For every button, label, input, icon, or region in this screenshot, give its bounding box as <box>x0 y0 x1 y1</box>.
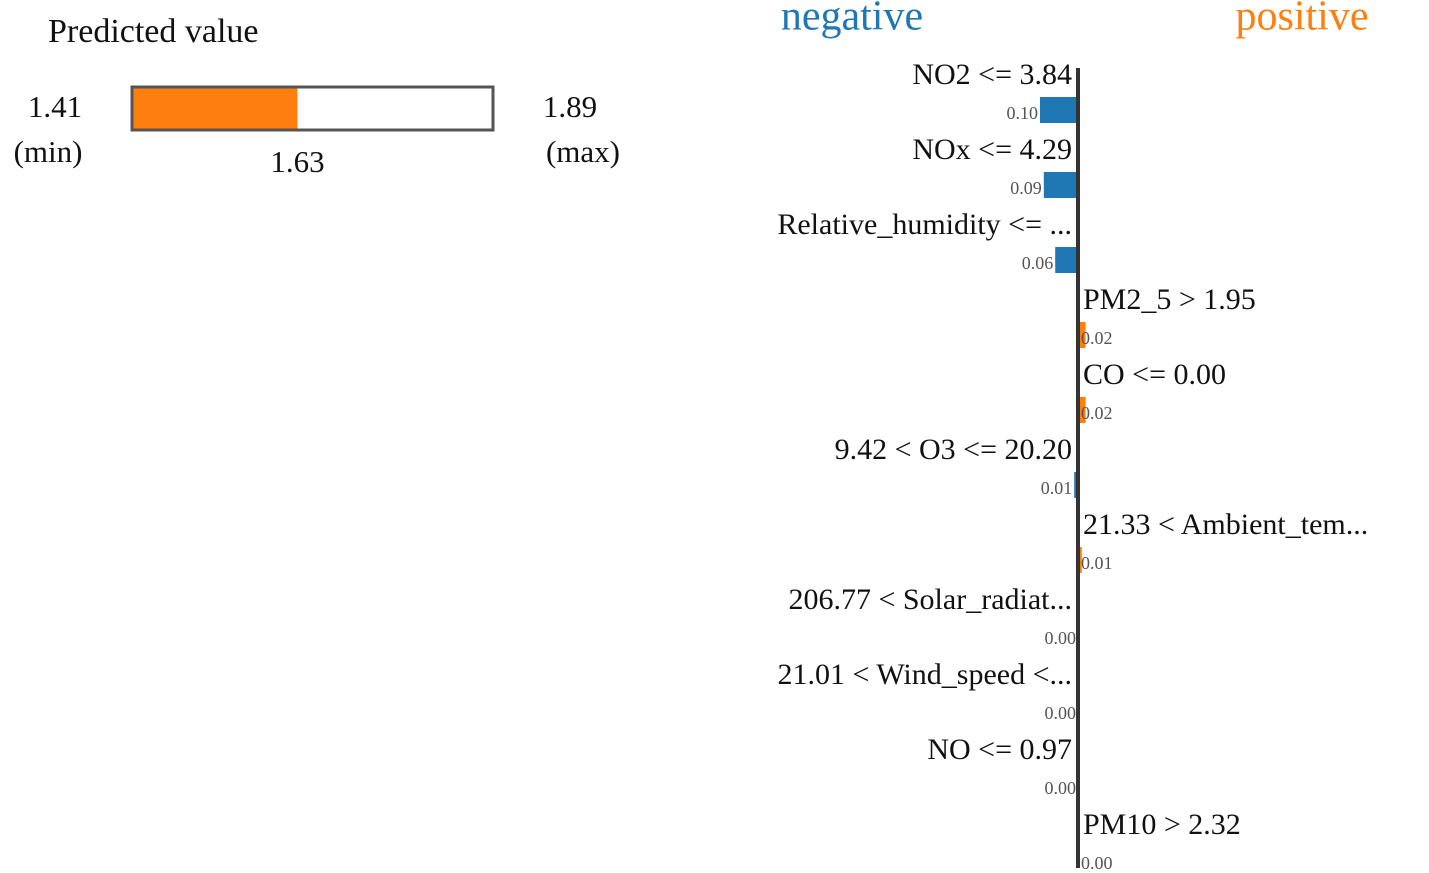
weight-label: 0.01 <box>1081 553 1113 573</box>
feature-label: NOx <= 4.29 <box>912 133 1072 166</box>
weight-label: 0.09 <box>1010 178 1042 198</box>
max-label: (max) <box>546 134 620 169</box>
feature-label: 9.42 < O3 <= 20.20 <box>835 433 1072 466</box>
weight-label: 0.00 <box>1045 628 1077 648</box>
weight-label: 0.00 <box>1045 703 1077 723</box>
feature-label: PM10 > 2.32 <box>1083 808 1241 841</box>
positive-header: positive <box>1236 0 1369 40</box>
weight-bar <box>1078 322 1086 348</box>
min-label: (min) <box>14 134 83 169</box>
weight-bar <box>1043 172 1078 198</box>
weight-label: 0.00 <box>1081 853 1113 873</box>
weight-label: 0.02 <box>1081 328 1113 348</box>
feature-label: NO <= 0.97 <box>927 733 1072 766</box>
weight-label: 0.02 <box>1081 403 1113 423</box>
weight-label: 0.00 <box>1045 778 1077 798</box>
feature-label: PM2_5 > 1.95 <box>1083 283 1256 316</box>
feature-label: CO <= 0.00 <box>1083 358 1226 391</box>
predicted-value: 1.63 <box>270 144 324 179</box>
predicted-bar <box>132 87 298 130</box>
weight-bar <box>1040 97 1078 123</box>
negative-header: negative <box>781 0 923 40</box>
feature-label: Relative_humidity <= ... <box>777 208 1072 241</box>
feature-label: 206.77 < Solar_radiat... <box>788 583 1072 616</box>
min-value: 1.41 <box>28 89 82 124</box>
chart-title: Predicted value <box>48 13 259 50</box>
weight-label: 0.10 <box>1007 103 1039 123</box>
feature-label: NO2 <= 3.84 <box>912 58 1072 91</box>
predicted-frame <box>130 85 495 132</box>
max-value: 1.89 <box>543 89 597 124</box>
weight-label: 0.01 <box>1041 478 1073 498</box>
feature-label: 21.33 < Ambient_tem... <box>1083 508 1368 541</box>
feature-label: 21.01 < Wind_speed <... <box>777 658 1072 691</box>
weight-bar <box>1055 247 1078 273</box>
weight-bar <box>1078 397 1086 423</box>
weight-label: 0.06 <box>1022 253 1054 273</box>
